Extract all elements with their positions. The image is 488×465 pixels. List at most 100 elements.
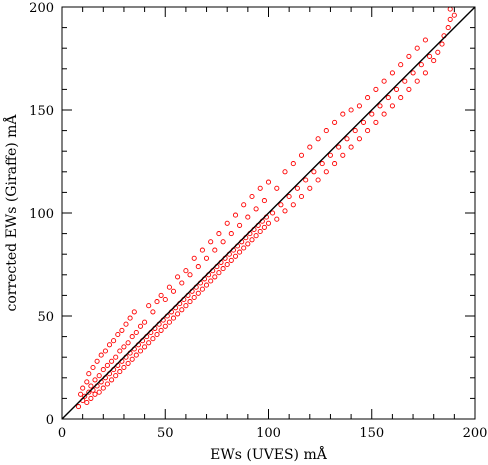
data-point [245,214,251,220]
data-point [216,270,222,276]
data-point [208,278,214,284]
data-point [253,206,259,212]
data-point [113,354,119,360]
x-axis-title: EWs (UVES) mÅ [210,445,328,463]
data-point [150,309,156,315]
data-point [303,177,309,183]
data-point [232,212,239,218]
data-point [431,58,437,64]
data-point [435,49,441,55]
y-tick-label: 150 [29,104,54,119]
x-tick-labels: 0 50 100 150 200 [58,426,488,441]
data-point [228,257,234,263]
data-point [94,358,100,364]
data-point [131,309,137,315]
data-point [102,348,108,354]
data-point [389,103,395,109]
data-point [100,385,106,391]
x-tick-label: 50 [157,426,174,441]
data-point [216,231,222,237]
data-point [356,103,362,109]
data-point [224,220,230,226]
data-point [109,377,115,383]
data-point [336,144,342,150]
data-point [90,364,96,371]
data-point [129,356,135,362]
data-point [323,169,329,175]
data-point [257,185,263,191]
data-point [286,193,292,200]
data-point [170,315,177,321]
data-point [265,220,272,226]
data-point [117,369,123,375]
data-point [96,389,102,395]
data-point [381,78,387,84]
data-point [348,144,354,150]
data-point [422,37,428,43]
data-point [92,377,98,383]
data-point [158,327,164,333]
data-point [327,152,333,158]
data-point [133,352,139,358]
data-point [398,95,404,101]
data-point [307,185,313,191]
data-point [88,395,94,401]
data-point [447,16,453,22]
data-point [352,128,358,134]
data-point [115,331,121,338]
data-point [373,119,379,125]
data-point [398,62,404,68]
data-point [365,95,371,101]
data-point [323,128,329,134]
data-point [166,284,172,290]
data-point [422,70,428,76]
data-point [179,280,185,286]
data-point [203,255,210,261]
data-point [451,12,457,18]
y-tick-label: 0 [46,413,54,428]
data-point [220,266,226,272]
data-point [414,78,420,84]
x-tick-label: 150 [359,426,384,441]
data-point [406,86,412,92]
data-point [203,282,210,288]
data-point [224,261,230,268]
y-tick-label: 50 [37,310,54,325]
data-point [195,264,201,270]
data-point [311,169,317,175]
data-point [344,136,350,142]
data-point [195,290,201,296]
data-point [150,336,156,342]
data-point [439,41,445,47]
data-point [86,371,92,377]
data-point [369,111,375,117]
data-point [356,136,362,142]
data-point [237,249,243,255]
data-point [121,364,127,371]
data-point [175,274,181,280]
data-point [241,245,247,251]
data-point [96,373,102,379]
data-point [315,136,321,142]
data-point [127,315,133,321]
data-point [125,360,131,366]
data-point [377,103,383,109]
data-point [146,340,152,346]
axis-ticks [61,6,476,420]
data-point [162,323,168,329]
data-point [290,161,296,167]
data-point [146,303,152,309]
data-point [393,86,400,92]
data-point [274,185,280,191]
data-point [373,86,379,92]
data-point [315,177,321,183]
data-point [208,239,214,245]
data-point [261,198,267,204]
y-tick-label: 100 [29,207,54,222]
data-point [123,321,129,327]
data-point [179,307,185,313]
data-point [249,237,255,243]
y-tick-label: 200 [29,1,54,16]
data-point [106,342,113,348]
data-point [82,393,88,399]
